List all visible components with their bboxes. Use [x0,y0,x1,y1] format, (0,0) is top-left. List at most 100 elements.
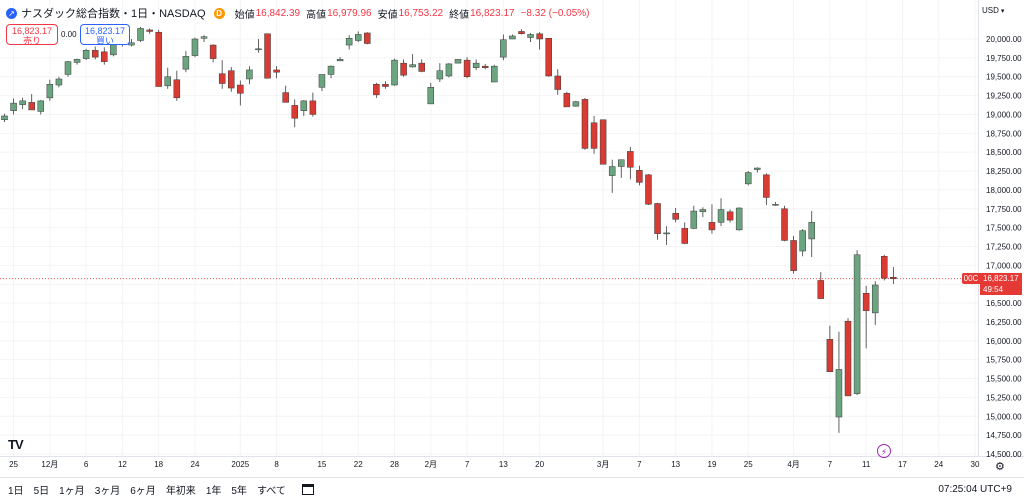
candle-body [445,63,453,77]
candle-body [300,100,308,111]
lightning-icon[interactable]: ⚡ [877,444,891,458]
candle-body [173,79,181,99]
time-axis[interactable]: 25 12月 6 12 18 24 2025 8 15 22 28 2月 7 13 20 3月 7 13 19 25 4… [9,460,980,469]
candle [237,80,244,106]
price-tick-label: 17,750.00 [986,205,1022,214]
candle-body [354,34,362,41]
price-tick-label: 15,000.00 [986,412,1022,421]
buy-price: 16,823.17 [84,26,126,36]
candle-body [699,209,707,213]
price-tick-label: 19,250.00 [986,92,1022,101]
price-tick-label: 19,000.00 [986,110,1022,119]
candle [618,159,625,178]
candle-body [164,76,172,87]
candle [10,98,17,115]
price-tick-label: 14,750.00 [986,431,1022,440]
candle-body [491,65,498,83]
candle [744,171,752,186]
buy-button[interactable]: 16,823.17 買い [80,24,130,46]
time-tick-label: 11 [862,460,871,469]
candle [491,64,498,83]
price-tick-label: 18,250.00 [986,167,1022,176]
candle [627,146,634,180]
currency-selector[interactable]: USD ▾ [982,3,1014,18]
candle-body [309,100,317,115]
chart-grid [0,0,1024,457]
candle-body [255,48,262,51]
candle [500,34,507,61]
time-tick-label: 13 [499,460,508,469]
spread-value: 0.00 [61,30,77,39]
candle-body [808,222,815,240]
range-5d[interactable]: 5日 [33,486,50,497]
candle-body [10,102,17,111]
price-tick-label: 16,250.00 [986,318,1022,327]
candle-body [418,62,425,72]
candle [246,66,253,85]
candle [282,85,289,103]
candle [209,44,217,63]
candle-body [454,59,462,64]
candle-body [890,277,897,279]
calendar-icon[interactable] [301,484,314,495]
candle-body [636,170,643,183]
clock[interactable]: 07:25:04 UTC+9 [938,484,1012,495]
candle [463,57,471,79]
sell-button[interactable]: 16,823.17 売り [6,24,58,46]
candle-body [744,172,752,185]
candle [291,99,298,128]
candle-body [472,62,480,68]
candle-body [327,65,335,75]
candle-body [137,28,144,41]
candle-body [726,211,734,221]
candle-body [345,37,353,46]
gear-icon[interactable]: ⚙ [995,461,1005,473]
range-6m[interactable]: 6ヶ月 [130,486,156,497]
candle [373,82,380,98]
candle-body [572,101,580,107]
price-tick-label: 17,500.00 [986,224,1022,233]
time-tick-label: 19 [708,460,717,469]
candle [790,235,797,274]
candlestick-chart[interactable]: 14,500.00 14,750.00 15,000.00 15,250.00 15,5… [0,0,1024,477]
candle [55,76,63,88]
price-axis[interactable]: 14,500.00 14,750.00 15,000.00 15,250.00 15,5… [986,35,1022,459]
candle-body [64,61,72,75]
chevron-down-icon: ▾ [1000,8,1005,15]
tradingview-logo-icon[interactable]: TV [8,437,24,452]
candle-body [772,203,779,206]
candle-body [881,256,888,279]
candle-body [182,56,190,70]
range-1m[interactable]: 1ヶ月 [59,486,85,497]
symbol-title[interactable]: ナスダック総合指数・1日・NASDAQ [21,8,206,20]
candle [654,202,661,240]
candle [137,26,144,43]
candle-body [55,78,63,86]
range-all[interactable]: すべて [256,486,286,497]
range-1d[interactable]: 1日 [8,486,24,497]
range-3m[interactable]: 3ヶ月 [94,486,121,497]
candle [409,54,416,68]
price-tick-label: 16,500.00 [986,299,1022,308]
candle [400,59,407,77]
range-1y[interactable]: 1年 [205,486,222,497]
candle-body [708,222,716,231]
candle-body [209,44,217,59]
candle [46,79,54,101]
candle-body [336,59,344,62]
candle [273,66,280,79]
candle-body [264,33,271,79]
time-tick-label: 24 [934,460,943,469]
range-5y[interactable]: 5年 [231,486,247,497]
range-ytd[interactable]: 年初来 [165,486,196,497]
price-tick-label: 15,750.00 [986,356,1022,365]
candle [91,46,99,60]
candle [182,51,190,73]
price-tick-label: 15,500.00 [986,375,1022,384]
chart-arrow-icon[interactable]: ↗ [6,7,17,19]
candle [436,63,444,83]
candle-body [409,64,416,68]
dividend-badge-icon[interactable]: D [213,7,225,19]
candle [364,32,371,45]
candle-body [608,166,616,176]
